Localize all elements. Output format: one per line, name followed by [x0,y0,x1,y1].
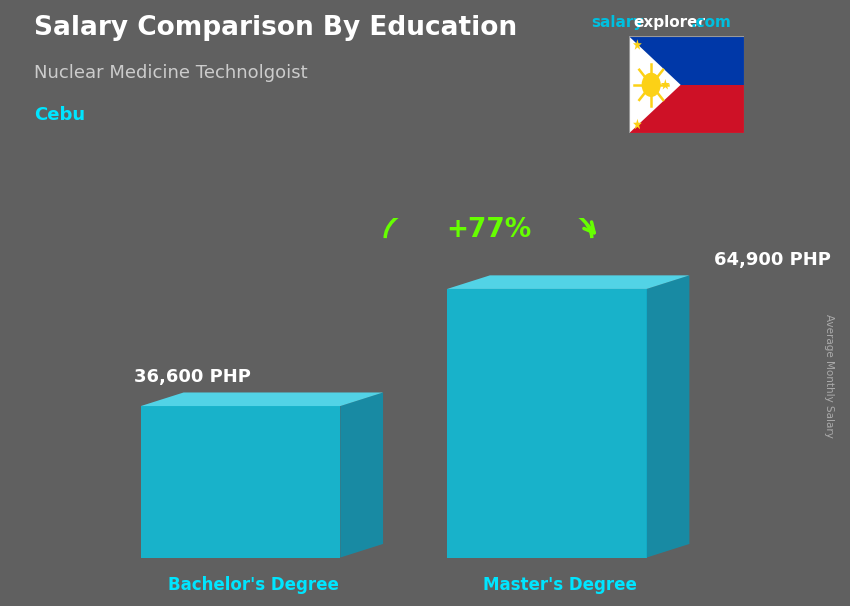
Polygon shape [141,393,383,406]
Text: explorer: explorer [633,15,706,30]
Text: Average Monthly Salary: Average Monthly Salary [824,314,834,438]
Polygon shape [633,119,642,129]
Polygon shape [447,289,647,558]
Polygon shape [629,36,744,85]
Polygon shape [629,36,681,133]
Polygon shape [340,393,383,558]
Text: 36,600 PHP: 36,600 PHP [133,368,251,386]
Polygon shape [447,275,689,289]
Text: Master's Degree: Master's Degree [483,576,637,594]
Text: Cebu: Cebu [34,106,85,124]
Polygon shape [141,406,340,558]
Circle shape [642,73,660,97]
Polygon shape [629,85,744,133]
Text: Nuclear Medicine Technolgoist: Nuclear Medicine Technolgoist [34,64,308,82]
Text: +77%: +77% [446,217,531,243]
Text: Bachelor's Degree: Bachelor's Degree [168,576,339,594]
Text: salary: salary [591,15,643,30]
Polygon shape [647,275,689,558]
Polygon shape [661,79,670,90]
Text: .com: .com [690,15,731,30]
Text: 64,900 PHP: 64,900 PHP [714,251,831,269]
Polygon shape [633,39,642,50]
Text: Salary Comparison By Education: Salary Comparison By Education [34,15,517,41]
